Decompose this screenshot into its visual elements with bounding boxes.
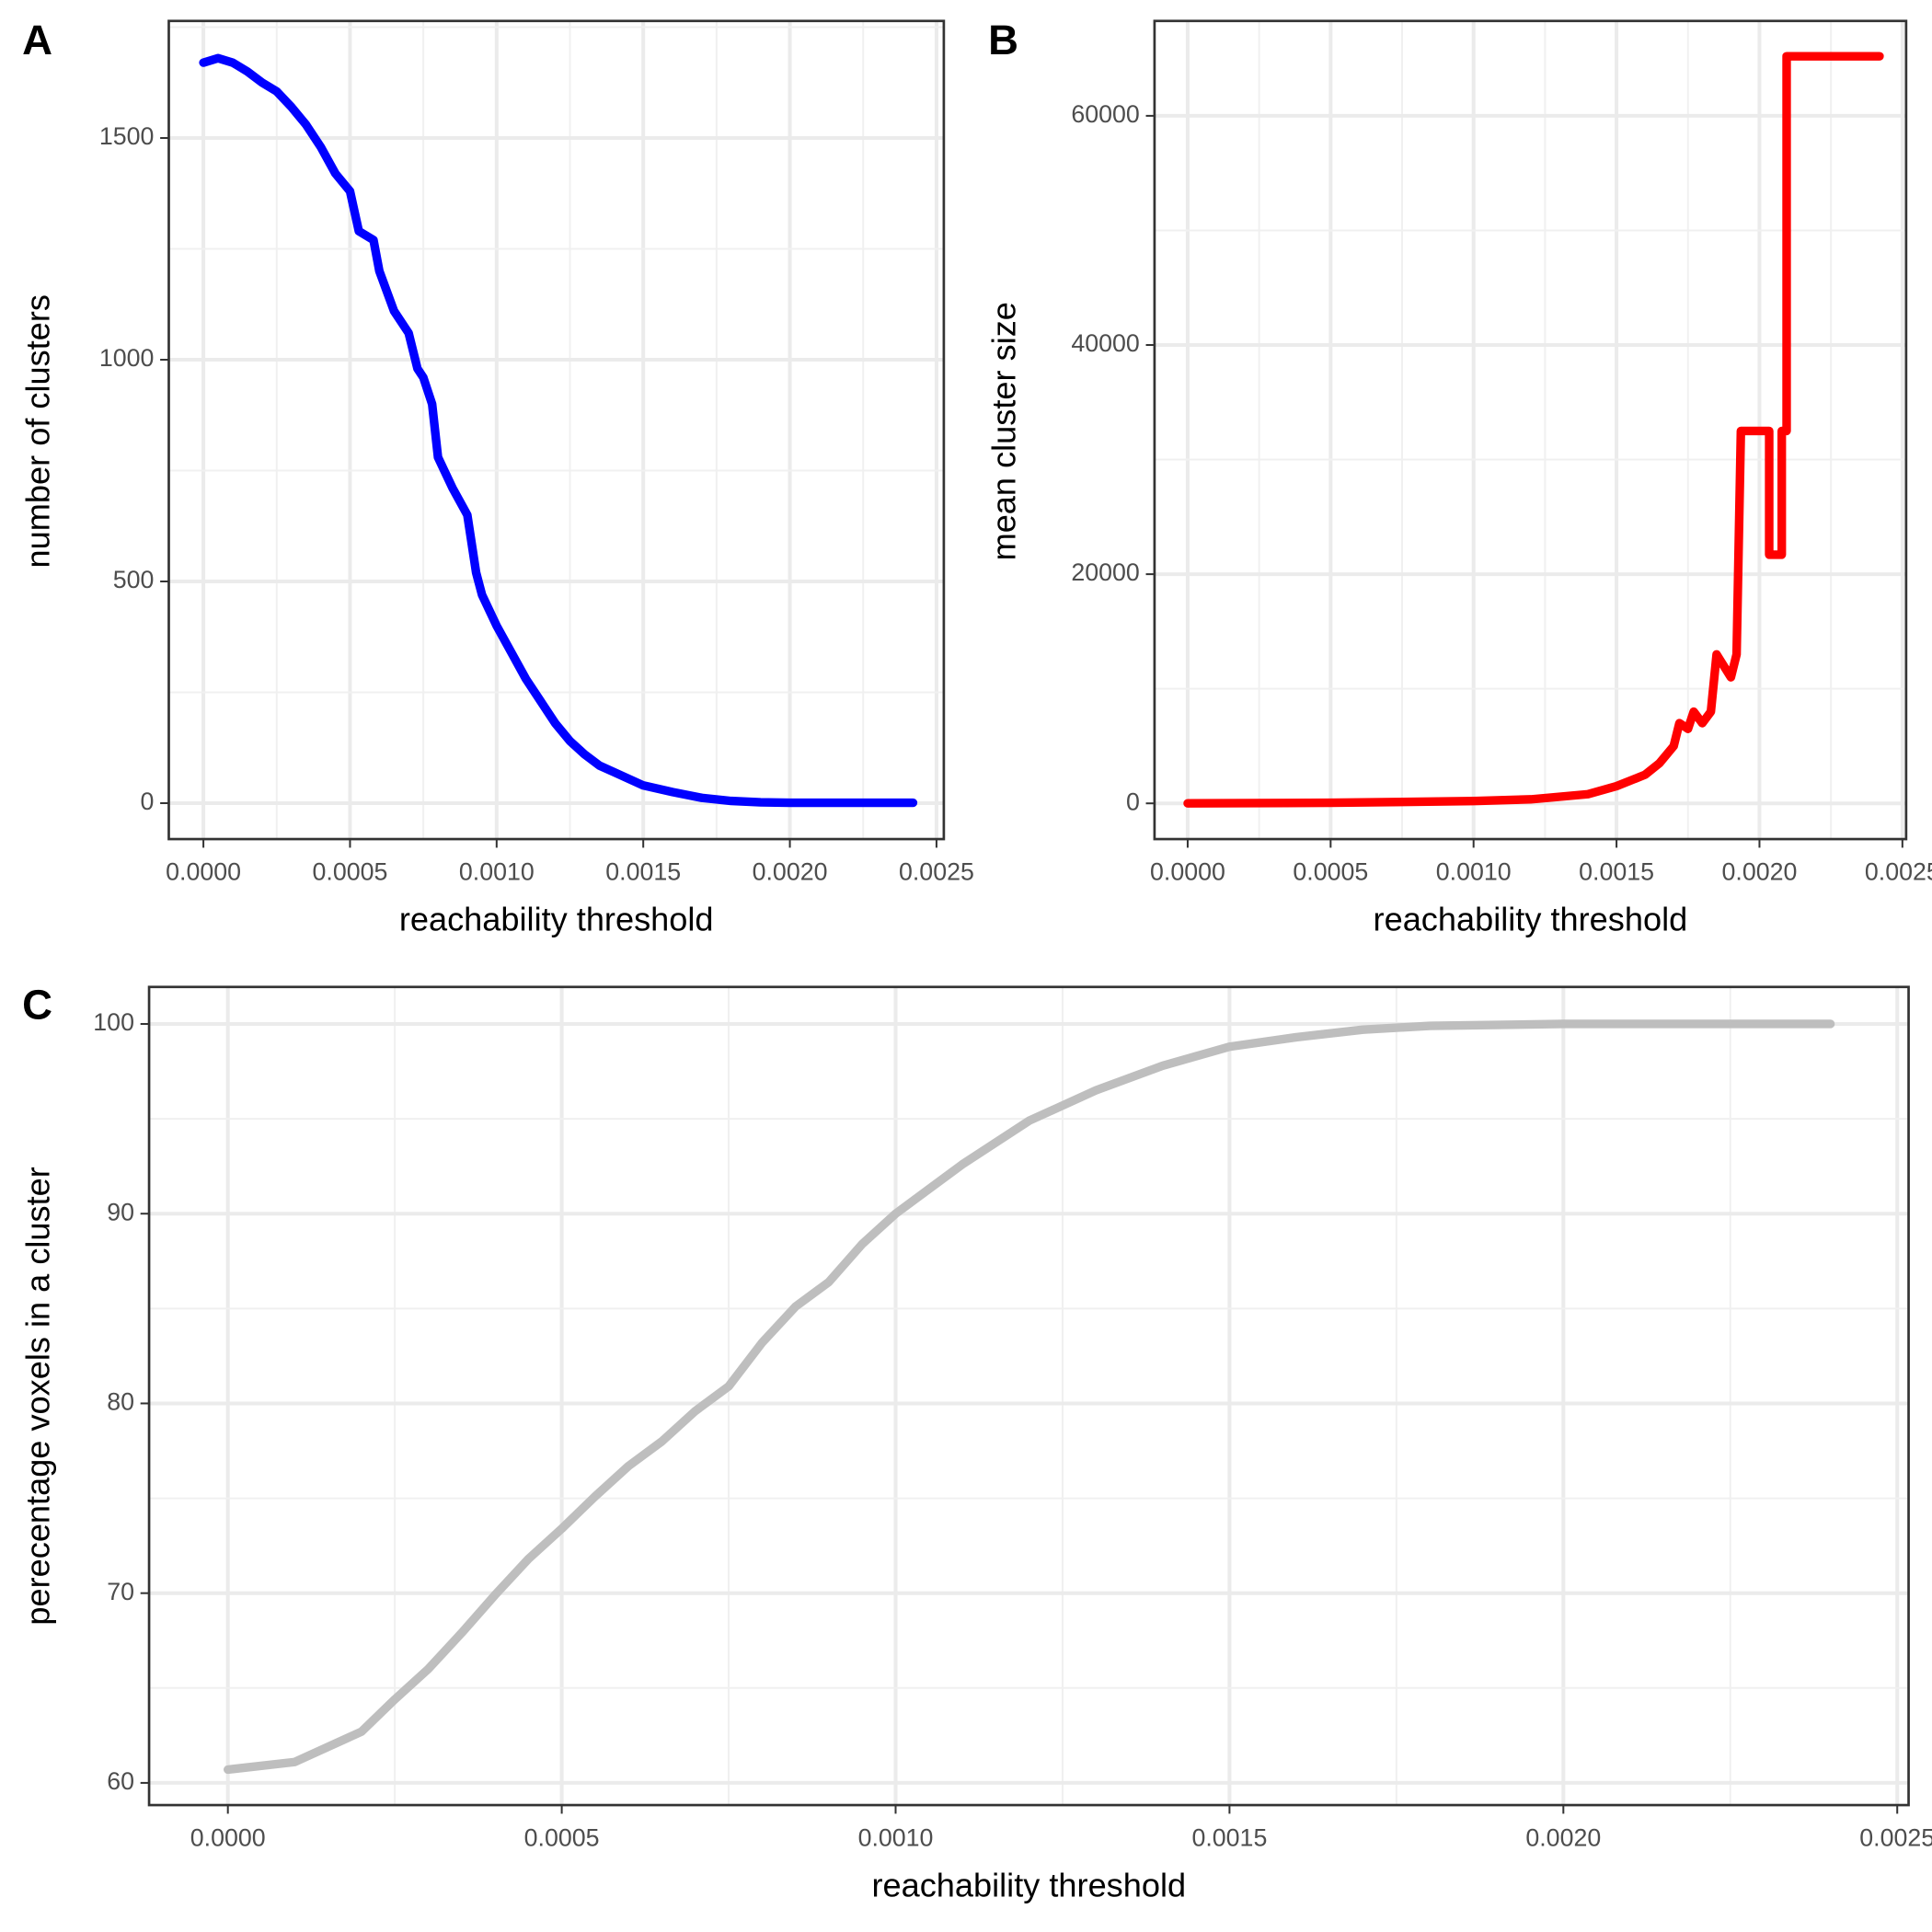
x-tick-label: 0.0000 <box>1150 858 1225 886</box>
y-axis-title: perecentage voxels in a cluster <box>19 1167 57 1625</box>
x-tick-label: 0.0015 <box>605 858 681 886</box>
x-tick-label: 0.0025 <box>899 858 974 886</box>
y-axis-title: number of clusters <box>19 294 57 568</box>
x-tick-label: 0.0005 <box>313 858 388 886</box>
x-axis-title: reachability threshold <box>399 900 714 937</box>
x-tick-label: 0.0015 <box>1579 858 1654 886</box>
x-tick-label: 0.0020 <box>1525 1824 1601 1852</box>
x-tick-label: 0.0000 <box>166 858 241 886</box>
x-tick-label: 0.0025 <box>1865 858 1932 886</box>
y-tick-label: 60 <box>107 1767 134 1795</box>
y-axis-title: mean cluster size <box>985 302 1023 560</box>
data-line <box>1183 52 1884 808</box>
y-tick-label: 40000 <box>1071 329 1139 357</box>
x-tick-label: 0.0015 <box>1191 1824 1267 1852</box>
x-tick-label: 0.0025 <box>1859 1824 1932 1852</box>
x-tick-label: 0.0010 <box>1436 858 1512 886</box>
plot-background <box>1154 20 1906 840</box>
y-tick-label: 1500 <box>99 122 155 150</box>
plot-border <box>147 985 1910 1807</box>
y-tick-label: 500 <box>113 566 155 593</box>
plot-border <box>1153 19 1908 841</box>
x-tick-label: 0.0000 <box>190 1824 266 1852</box>
x-tick-label: 0.0005 <box>1293 858 1368 886</box>
y-tick-label: 0 <box>1126 788 1140 815</box>
x-tick-label: 0.0020 <box>1722 858 1798 886</box>
y-tick-label: 1000 <box>99 344 155 372</box>
panel-label: C <box>22 982 52 1029</box>
x-tick-label: 0.0010 <box>858 1824 934 1852</box>
x-tick-label: 0.0010 <box>459 858 535 886</box>
x-tick-label: 0.0020 <box>753 858 828 886</box>
y-tick-label: 0 <box>141 788 155 815</box>
y-tick-label: 100 <box>93 1008 134 1036</box>
x-axis-title: reachability threshold <box>871 1866 1186 1903</box>
y-tick-label: 80 <box>107 1388 134 1416</box>
y-tick-label: 60000 <box>1071 100 1139 128</box>
x-axis-title: reachability threshold <box>1374 900 1688 937</box>
data-line <box>199 53 918 808</box>
data-line <box>224 1019 1835 1775</box>
panel-label: A <box>22 17 52 63</box>
y-tick-label: 90 <box>107 1198 134 1225</box>
panel-label: B <box>988 17 1018 63</box>
y-tick-label: 20000 <box>1071 558 1139 586</box>
x-tick-label: 0.0005 <box>524 1824 600 1852</box>
plot-background <box>168 20 944 840</box>
y-tick-label: 70 <box>107 1578 134 1605</box>
plot-border <box>167 19 946 841</box>
